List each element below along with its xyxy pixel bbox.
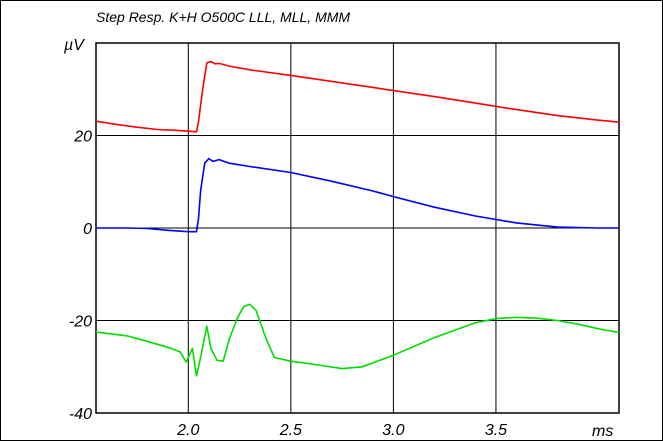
x-tick-label: 3.0 [382, 422, 404, 439]
y-axis-label: µV [63, 37, 85, 54]
x-tick-label: 3.5 [485, 422, 507, 439]
series-line-0 [95, 60, 620, 133]
series-line-1 [96, 157, 619, 233]
x-tick-label: 2.0 [176, 422, 199, 439]
y-tick-label: -40 [69, 406, 92, 423]
chart-title: Step Resp. K+H O500C LLL, MLL, MMM [96, 9, 350, 25]
series-line-2 [95, 303, 620, 377]
series-group [95, 60, 620, 377]
y-tick-labels: 20 0 -20 -40 [69, 129, 92, 424]
x-tick-labels: 2.0 2.5 3.0 3.5 [176, 422, 507, 439]
x-tick-label: 2.5 [279, 422, 302, 439]
y-tick-label: 0 [83, 221, 92, 238]
x-axis-label: ms [592, 423, 613, 440]
y-tick-label: -20 [69, 314, 92, 331]
grid [96, 43, 619, 414]
y-tick-label: 20 [73, 129, 92, 146]
